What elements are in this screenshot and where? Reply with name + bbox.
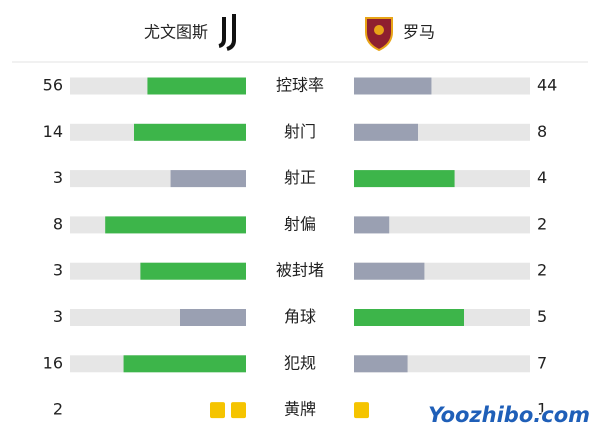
home-bar	[180, 309, 246, 326]
away-value: 7	[537, 353, 547, 372]
home-value: 2	[53, 400, 63, 419]
away-bar	[354, 355, 408, 373]
home-logo	[218, 14, 236, 51]
yellow-card	[210, 402, 225, 419]
stat-label: 犯规	[284, 353, 316, 372]
away-value: 5	[537, 307, 547, 326]
away-value: 44	[537, 76, 557, 95]
away-bar	[354, 123, 418, 141]
bar-track	[354, 216, 530, 234]
away-value: 2	[537, 261, 547, 280]
home-bar	[170, 170, 246, 188]
home-value: 8	[53, 214, 63, 233]
away-bar	[354, 170, 455, 188]
away-logo	[365, 17, 393, 52]
away-team: 罗马	[403, 23, 435, 42]
home-bar	[140, 262, 246, 280]
stat-label: 角球	[284, 307, 316, 326]
home-value: 14	[43, 122, 63, 141]
home-value: 3	[53, 261, 63, 280]
away-value: 1	[537, 400, 547, 419]
home-value: 3	[53, 307, 63, 326]
away-bar	[354, 77, 432, 95]
away-value: 4	[537, 168, 547, 187]
away-bar	[354, 216, 390, 234]
away-bar	[354, 262, 425, 280]
stat-label: 射门	[284, 122, 316, 141]
yellow-card	[231, 402, 246, 419]
stat-label: 射偏	[284, 214, 316, 233]
home-value: 16	[43, 353, 63, 372]
stat-label: 控球率	[276, 76, 324, 95]
watermark: Yoozhibo.com	[428, 403, 590, 427]
stat-label: 被封堵	[276, 261, 324, 280]
home-bar	[105, 216, 246, 234]
home-bar	[134, 123, 246, 141]
home-value: 56	[43, 76, 63, 95]
stat-label: 射正	[284, 168, 316, 187]
away-value: 8	[537, 122, 547, 141]
away-bar	[354, 309, 464, 326]
stat-label: 黄牌	[284, 400, 316, 419]
yellow-card	[354, 402, 369, 419]
home-bar	[123, 355, 246, 373]
home-bar	[147, 77, 246, 95]
home-team: 尤文图斯	[144, 23, 208, 42]
home-value: 3	[53, 168, 63, 187]
away-value: 2	[537, 214, 547, 233]
